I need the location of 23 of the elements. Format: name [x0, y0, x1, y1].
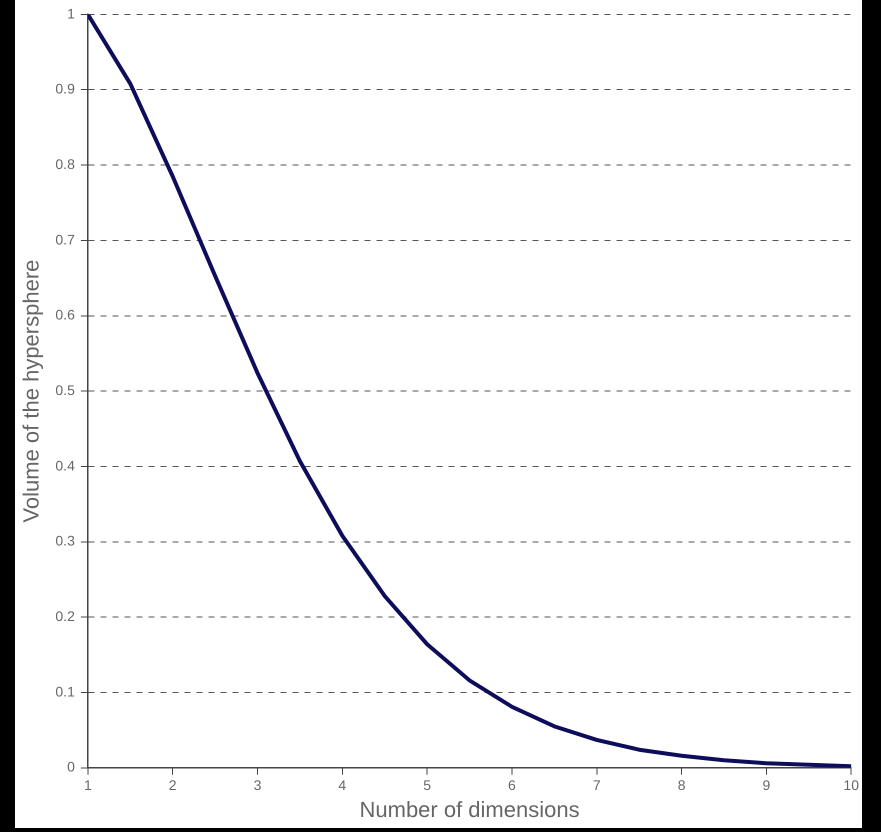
x-axis-title: Number of dimensions: [359, 796, 580, 822]
y-tick-label: 0: [67, 758, 76, 775]
y-tick-label: 0.5: [55, 382, 76, 398]
x-tick-label: 8: [678, 777, 686, 794]
x-tick-label: 10: [843, 777, 860, 794]
x-tick-label: 1: [84, 777, 92, 794]
x-tick-label: 6: [508, 777, 516, 794]
y-tick-label: 0.8: [55, 156, 76, 172]
x-tick-label: 4: [338, 777, 346, 794]
x-tick-label: 3: [254, 777, 262, 794]
y-tick-label: 1: [67, 5, 76, 22]
y-axis-title: Volume of the hypersphere: [18, 260, 44, 523]
x-tick-label: 2: [168, 777, 177, 794]
y-tick-label: 0.1: [55, 683, 76, 700]
x-tick-label: 5: [423, 777, 432, 794]
y-tick-label: 0.9: [55, 80, 76, 97]
y-tick-label: 0.7: [55, 231, 76, 248]
y-tick-label: 0.6: [55, 306, 76, 323]
y-tick-label: 0.2: [55, 608, 76, 624]
x-tick-label: 7: [592, 777, 601, 794]
y-tick-label: 0.4: [55, 457, 76, 474]
y-tick-label: 0.3: [55, 532, 76, 549]
x-tick-label: 9: [762, 777, 770, 794]
